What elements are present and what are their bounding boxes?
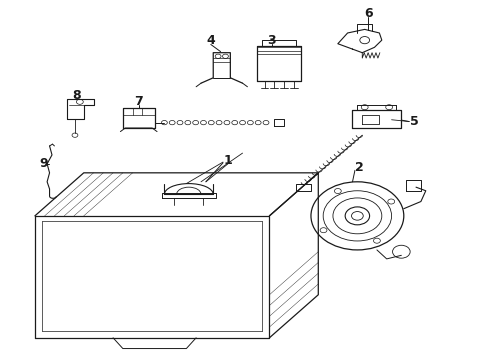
Text: 2: 2 bbox=[355, 161, 364, 174]
Text: 7: 7 bbox=[135, 95, 144, 108]
Text: 6: 6 bbox=[364, 7, 372, 20]
Text: 8: 8 bbox=[72, 89, 81, 102]
Text: 5: 5 bbox=[410, 115, 419, 128]
Text: 3: 3 bbox=[268, 34, 276, 48]
Text: 9: 9 bbox=[39, 157, 48, 170]
Text: 1: 1 bbox=[223, 154, 232, 167]
Text: 4: 4 bbox=[206, 34, 215, 48]
